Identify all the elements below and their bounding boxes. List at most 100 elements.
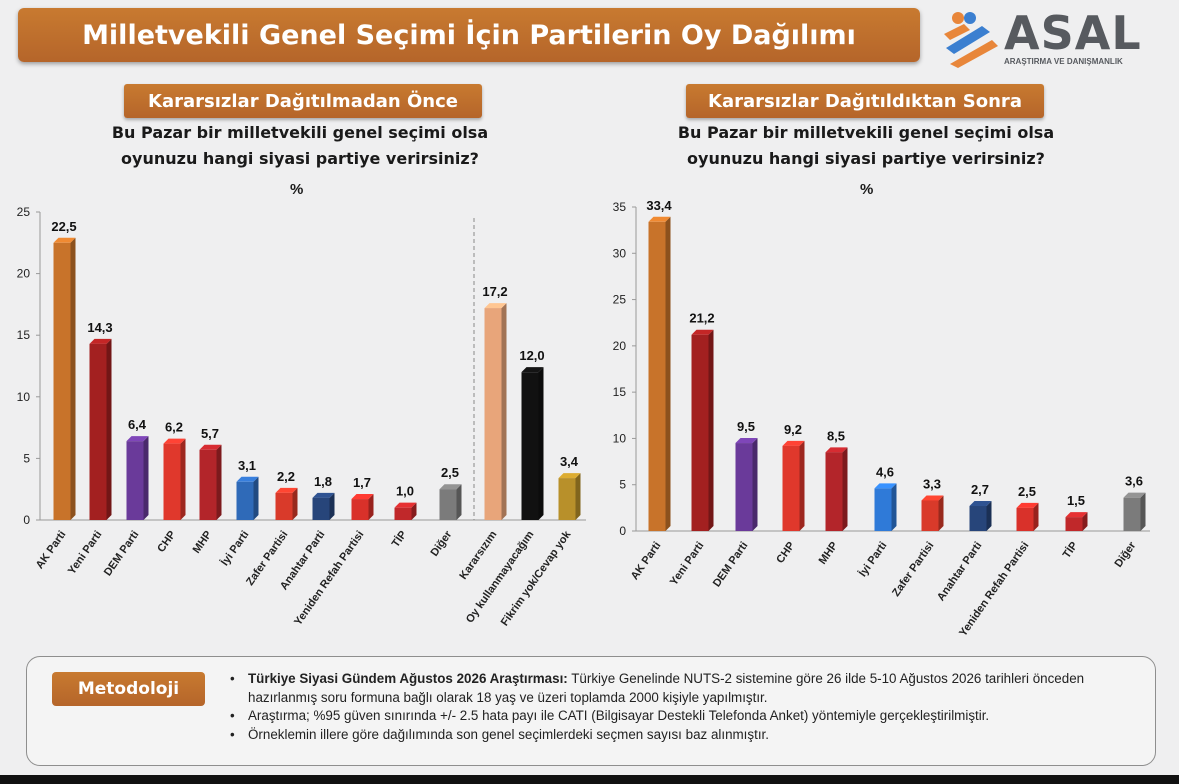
- right-bar-side: [842, 447, 848, 531]
- right-y-tick-label: 20: [613, 339, 627, 353]
- bottom-bar: [0, 775, 1179, 784]
- right-bar: [825, 452, 843, 531]
- left-bar: [163, 443, 181, 520]
- left-y-tick-label: 15: [17, 328, 31, 342]
- left-data-label: 3,4: [560, 454, 579, 469]
- left-bar-top: [439, 484, 462, 490]
- left-y-tick-label: 10: [17, 390, 31, 404]
- left-bar-side: [368, 494, 374, 520]
- right-y-tick-label: 0: [619, 524, 626, 538]
- left-data-label: 3,1: [238, 458, 256, 473]
- right-data-label: 8,5: [827, 428, 845, 443]
- right-data-label: 2,7: [971, 482, 989, 497]
- left-data-label: 5,7: [201, 426, 219, 441]
- right-bar-top: [1016, 502, 1039, 508]
- right-unit-label: %: [860, 181, 874, 198]
- left-bar-side: [106, 338, 112, 520]
- left-data-label: 17,2: [482, 284, 507, 299]
- left-bar-top: [558, 473, 581, 479]
- left-question-line1: Bu Pazar bir milletvekili genel seçimi o…: [111, 123, 489, 142]
- left-data-label: 12,0: [519, 348, 544, 363]
- right-data-label: 33,4: [646, 198, 672, 213]
- left-bar-top: [236, 476, 259, 482]
- right-bar-side: [1140, 492, 1146, 531]
- right-question-line2: oyunuzu hangi siyasi partiye verirsiniz?: [687, 149, 1045, 168]
- right-bar-top: [648, 216, 671, 222]
- left-bar-top: [89, 338, 112, 344]
- left-y-tick-label: 20: [17, 267, 31, 281]
- left-bar-side: [411, 502, 417, 520]
- left-unit-label: %: [290, 181, 304, 198]
- left-bar-top: [521, 367, 544, 373]
- left-bar-side: [575, 473, 581, 520]
- right-bar-top: [691, 329, 714, 335]
- left-bar: [89, 343, 107, 520]
- logo-subtitle: ARAŞTIRMA VE DANIŞMANLIK: [1004, 57, 1123, 66]
- left-y-tick-label: 5: [23, 451, 30, 465]
- left-y-tick-label: 25: [17, 205, 31, 219]
- right-data-label: 1,5: [1067, 493, 1085, 508]
- left-bar: [351, 499, 369, 520]
- left-bar: [199, 449, 217, 520]
- right-question: Bu Pazar bir milletvekili genel seçimi o…: [646, 120, 1086, 172]
- left-bar: [558, 478, 576, 520]
- right-category-label: DEM Parti: [711, 540, 751, 589]
- right-bar: [1065, 517, 1083, 531]
- right-bar-chart: 0 5 10 15 20 25 30 35 33,4 AK Parti 21,2 Yeni Parti…: [613, 198, 1150, 639]
- left-bar-top: [351, 494, 374, 500]
- right-category-label: TİP: [1060, 539, 1080, 560]
- left-bar: [521, 372, 539, 520]
- right-bar-top: [735, 438, 758, 444]
- right-bar-side: [665, 216, 671, 531]
- left-bar-side: [538, 367, 544, 520]
- right-category-label: AK Parti: [629, 540, 664, 582]
- right-category-label: Yeni Parti: [668, 540, 707, 588]
- right-panel-heading: Kararsızlar Dağıtıldıktan Sonra: [686, 84, 1044, 118]
- left-bar: [126, 441, 144, 520]
- left-bar-top: [199, 444, 222, 450]
- methodology-item-1-text: Türkiye Genelinde NUTS-2 sistemine göre …: [248, 671, 1085, 705]
- right-bar-side: [891, 483, 897, 531]
- right-category-label: İyi Parti: [856, 539, 889, 579]
- left-bar-top: [163, 438, 186, 444]
- right-y-tick-label: 25: [613, 293, 627, 307]
- right-data-label: 4,6: [876, 464, 894, 479]
- right-bar: [1016, 507, 1034, 531]
- logo-mark-icon: [944, 12, 998, 68]
- methodology-item-1-title: Türkiye Siyasi Gündem Ağustos 2026 Araşt…: [248, 671, 568, 686]
- right-category-label: Zafer Partisi: [890, 540, 936, 599]
- right-bar: [874, 488, 892, 531]
- left-bar-side: [180, 438, 186, 520]
- right-bar-side: [986, 501, 992, 531]
- left-question-line2: oyunuzu hangi siyasi partiye verirsiniz?: [121, 149, 479, 168]
- left-panel-heading: Kararsızlar Dağıtılmadan Önce: [124, 84, 482, 118]
- right-data-label: 21,2: [689, 311, 714, 326]
- right-y-tick-label: 5: [619, 478, 626, 492]
- left-bar-side: [253, 476, 259, 520]
- right-data-label: 3,6: [1125, 474, 1143, 489]
- left-bar-top: [275, 487, 298, 493]
- methodology-list: Türkiye Siyasi Gündem Ağustos 2026 Araşt…: [228, 670, 1108, 744]
- title-banner: Milletvekili Genel Seçimi İçin Partileri…: [18, 8, 920, 62]
- left-bar-side: [216, 444, 222, 520]
- left-bar-side: [456, 484, 462, 520]
- left-bar: [312, 497, 330, 520]
- right-bar: [648, 221, 666, 531]
- left-bar: [394, 507, 412, 520]
- methodology-item-2: Araştırma; %95 güven sınırında +/- 2.5 h…: [228, 707, 1108, 726]
- left-data-label: 1,0: [396, 484, 414, 499]
- left-bar: [53, 242, 71, 521]
- right-y-tick-label: 30: [613, 246, 627, 260]
- left-bar-top: [394, 502, 417, 508]
- right-bar-top: [1123, 492, 1146, 498]
- right-bar: [921, 500, 939, 531]
- right-data-label: 3,3: [923, 476, 941, 491]
- right-bar: [735, 443, 753, 531]
- left-bar: [439, 489, 457, 520]
- right-data-label: 9,2: [784, 422, 802, 437]
- left-data-label: 2,2: [277, 469, 295, 484]
- right-y-tick-label: 10: [613, 431, 627, 445]
- asal-logo: ASAL ARAŞTIRMA VE DANIŞMANLIK: [942, 8, 1167, 70]
- left-bar-side: [70, 237, 76, 521]
